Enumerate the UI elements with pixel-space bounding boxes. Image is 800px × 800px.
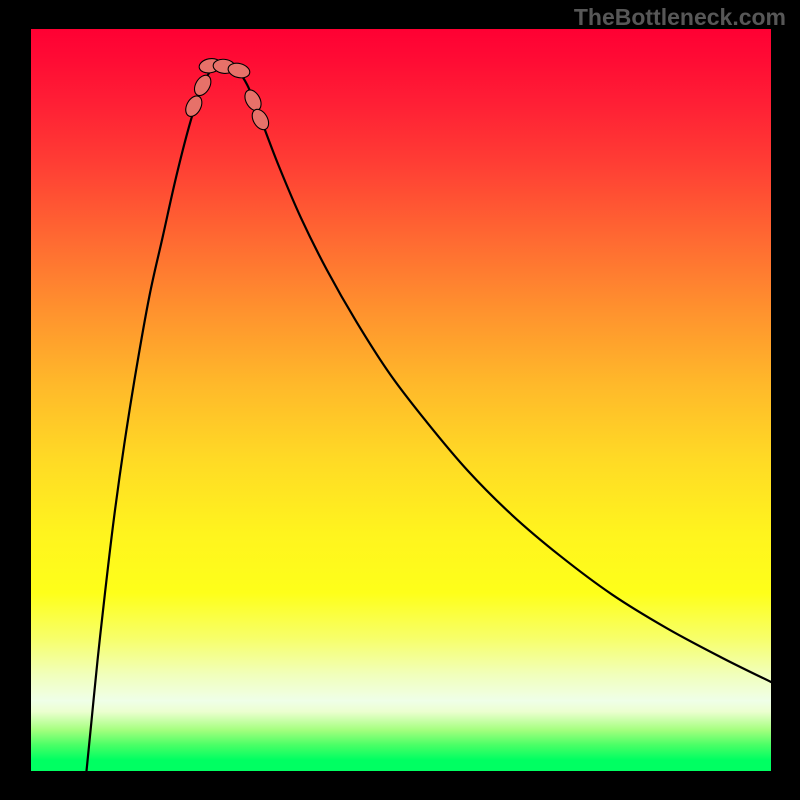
chart-svg <box>31 29 771 771</box>
gradient-background <box>31 29 771 771</box>
chart-container: TheBottleneck.com <box>0 0 800 800</box>
plot-area <box>31 29 771 771</box>
watermark-text: TheBottleneck.com <box>574 4 786 31</box>
